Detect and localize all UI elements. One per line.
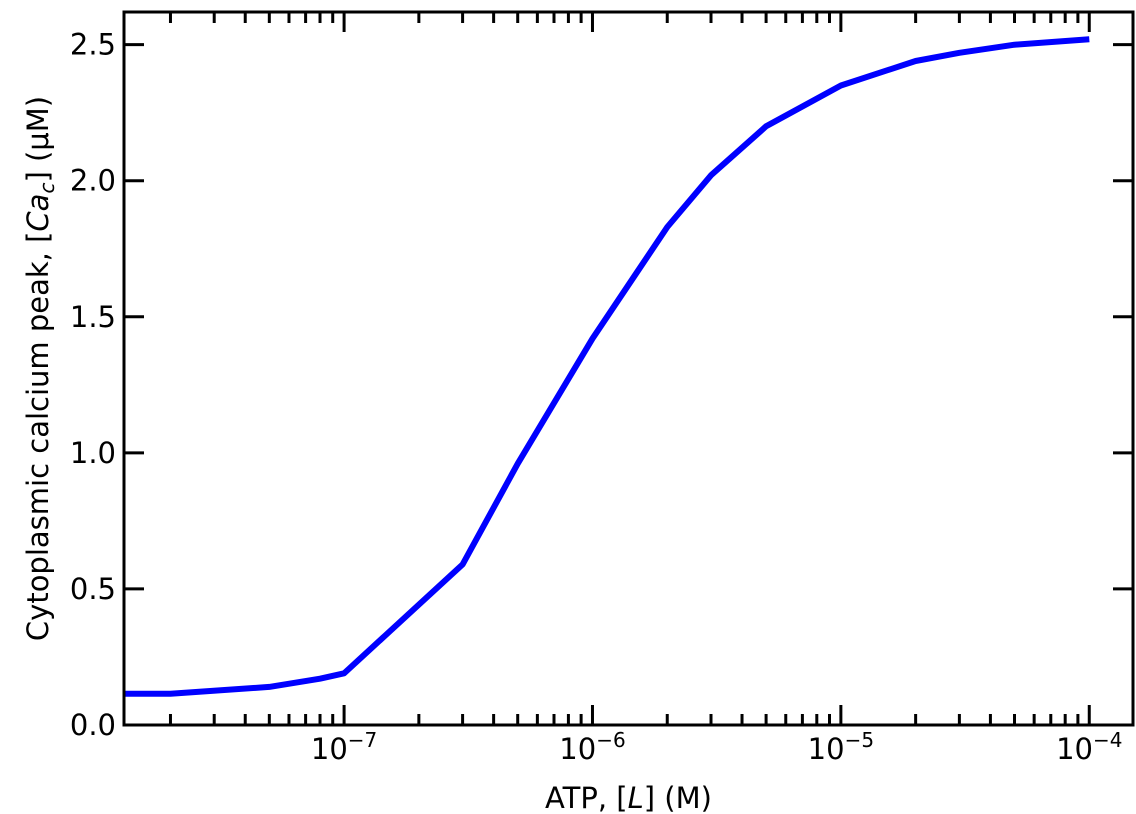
plot-area bbox=[124, 36, 1090, 697]
x-tick-label: 10−6 bbox=[559, 728, 625, 766]
x-tick-label: 10−5 bbox=[808, 728, 874, 766]
ticks bbox=[124, 12, 1133, 727]
x-axis-label: ATP, [L] (M) bbox=[545, 781, 712, 814]
x-tick-label: 10−7 bbox=[311, 728, 377, 766]
y-tick-label: 2.0 bbox=[70, 164, 116, 198]
y-tick-label: 0.0 bbox=[70, 708, 116, 742]
y-tick-label: 0.5 bbox=[70, 572, 116, 606]
plot-frame bbox=[122, 10, 1135, 727]
y-tick-label: 1.5 bbox=[70, 300, 116, 334]
tick-labels: 10−7 10−6 10−5 10−4 0.0 0.5 1.0 1.5 2.0 2.5 bbox=[70, 28, 1123, 766]
y-axis-label: Cytoplasmic calcium peak, [Cac] (μM) bbox=[21, 96, 59, 641]
y-tick-label: 1.0 bbox=[70, 436, 116, 470]
y-tick-label: 2.5 bbox=[70, 28, 116, 62]
x-tick-label: 10−4 bbox=[1056, 728, 1122, 766]
series-line bbox=[124, 36, 1090, 697]
